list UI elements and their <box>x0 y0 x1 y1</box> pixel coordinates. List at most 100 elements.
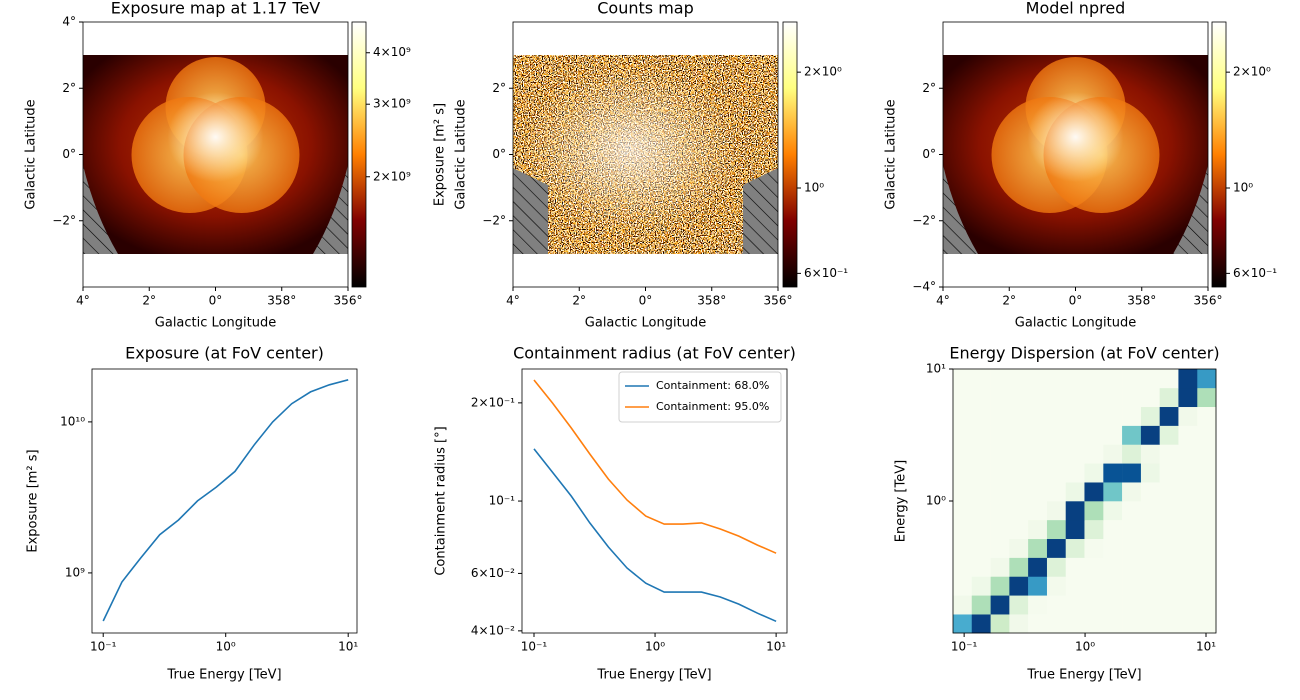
colorbar-label: Exposure [m² s] <box>433 103 448 206</box>
heatmap-cell <box>1178 519 1198 540</box>
heatmap-cell <box>1122 501 1142 521</box>
heatmap-cell <box>971 425 991 445</box>
heatmap-cell <box>1028 425 1048 445</box>
x-tick-label: 4° <box>76 294 90 308</box>
chart-title: Exposure (at FoV center) <box>125 344 324 363</box>
heatmap-cell <box>1084 501 1104 521</box>
heatmap-cell <box>1178 501 1198 521</box>
heatmap-cell <box>1103 557 1123 577</box>
heatmap-cell <box>1103 425 1123 445</box>
heatmap-cell <box>1103 387 1123 408</box>
x-tick-label: 2° <box>572 294 586 308</box>
heatmap-cell <box>1197 614 1217 634</box>
chart-title: Model npred <box>1026 0 1126 18</box>
heatmap-cell <box>1140 614 1160 634</box>
heatmap-cell <box>1197 406 1217 426</box>
x-tick-label: 10⁻¹ <box>951 640 978 654</box>
heatmap-cell <box>1159 501 1179 521</box>
heatmap-cell <box>1028 576 1048 596</box>
colorbar-tick-label: 10⁰ <box>804 180 824 194</box>
heatmap-cell <box>1178 387 1198 408</box>
heatmap-cell <box>953 614 973 634</box>
heatmap-cell <box>1197 595 1217 615</box>
heatmap-cell <box>1159 519 1179 540</box>
heatmap-cell <box>1046 369 1067 389</box>
x-tick-label: 10⁻¹ <box>90 640 117 654</box>
heatmap-cell <box>971 576 991 596</box>
heatmap-cell <box>1065 387 1085 408</box>
heatmap-cell <box>1046 595 1067 615</box>
y-tick-label: −2° <box>52 213 76 227</box>
heatmap-cell <box>1197 482 1217 502</box>
heatmap-cell <box>1028 595 1048 615</box>
heatmap-cell <box>1140 557 1160 577</box>
heatmap-cell <box>1103 576 1123 596</box>
heatmap-cell <box>1084 519 1104 540</box>
chart-title: Counts map <box>597 0 693 18</box>
heatmap-cell <box>1140 482 1160 502</box>
colorbar-tick-label: 6×10⁻¹ <box>1233 266 1277 280</box>
x-tick-label: 356° <box>1194 294 1223 308</box>
y-tick-label: 10⁹ <box>65 565 85 579</box>
y-tick-label: 0° <box>62 147 76 161</box>
heatmap-cell <box>1065 425 1085 445</box>
x-tick-label: 4° <box>936 294 950 308</box>
heatmap-cell <box>1103 406 1123 426</box>
heatmap-cell <box>1197 444 1217 464</box>
series-line <box>533 448 777 623</box>
y-tick-label: 2×10⁻¹ <box>471 395 515 409</box>
series-line <box>533 379 777 554</box>
heatmap-cell <box>1140 369 1160 389</box>
heatmap-cell <box>1159 576 1179 596</box>
heatmap-cell <box>1065 501 1085 521</box>
x-tick-label: 358° <box>267 294 296 308</box>
heatmap-cell <box>1197 501 1217 521</box>
heatmap-cell <box>1159 557 1179 577</box>
heatmap-cell <box>1103 501 1123 521</box>
heatmap-cell <box>971 557 991 577</box>
x-tick-label: 10⁰ <box>216 640 236 654</box>
y-tick-label: −2° <box>482 213 506 227</box>
heatmap-cell <box>1178 538 1198 558</box>
x-tick-label: 10⁻¹ <box>521 640 548 654</box>
heatmap-cell <box>1084 576 1104 596</box>
heatmap-cell <box>1009 538 1029 558</box>
heatmap-cell <box>990 369 1010 389</box>
sky-image <box>943 55 1208 254</box>
x-tick-label: 10¹ <box>766 640 786 654</box>
heatmap-cell <box>1065 614 1085 634</box>
heatmap-cell <box>1084 595 1104 615</box>
y-tick-label: 2° <box>62 81 76 95</box>
heatmap-cell <box>971 501 991 521</box>
heatmap-cell <box>1140 444 1160 464</box>
heatmap-cell <box>1178 595 1198 615</box>
heatmap-cell <box>971 595 991 615</box>
heatmap-cell <box>1046 501 1067 521</box>
heatmap-cell <box>1046 444 1067 464</box>
y-tick-label: −4° <box>912 280 936 294</box>
heatmap-cell <box>1009 519 1029 540</box>
heatmap-cell <box>1065 463 1085 483</box>
heatmap-cell <box>1084 387 1104 408</box>
heatmap-cell <box>1122 387 1142 408</box>
chart-title: Energy Dispersion (at FoV center) <box>949 344 1219 363</box>
heatmap-cell <box>1197 463 1217 483</box>
heatmap-cell <box>953 519 973 540</box>
heatmap-cell <box>990 482 1010 502</box>
heatmap-cell <box>1178 557 1198 577</box>
heatmap-cell <box>1103 519 1123 540</box>
heatmap-cell <box>990 444 1010 464</box>
heatmap-cell <box>1084 444 1104 464</box>
y-axis-label: Galactic Latitude <box>454 99 469 209</box>
heatmap-cell <box>953 406 973 426</box>
heatmap-cell <box>1178 406 1198 426</box>
heatmap-cell <box>1159 406 1179 426</box>
heatmap-cell <box>1046 538 1067 558</box>
heatmap-cell <box>1122 406 1142 426</box>
heatmap-cell <box>1009 425 1029 445</box>
heatmap-cell <box>1009 501 1029 521</box>
heatmap-cell <box>1103 369 1123 389</box>
colorbar-tick-label: 2×10⁹ <box>373 169 411 183</box>
heatmap-cell <box>1065 369 1085 389</box>
colorbar <box>782 21 798 288</box>
